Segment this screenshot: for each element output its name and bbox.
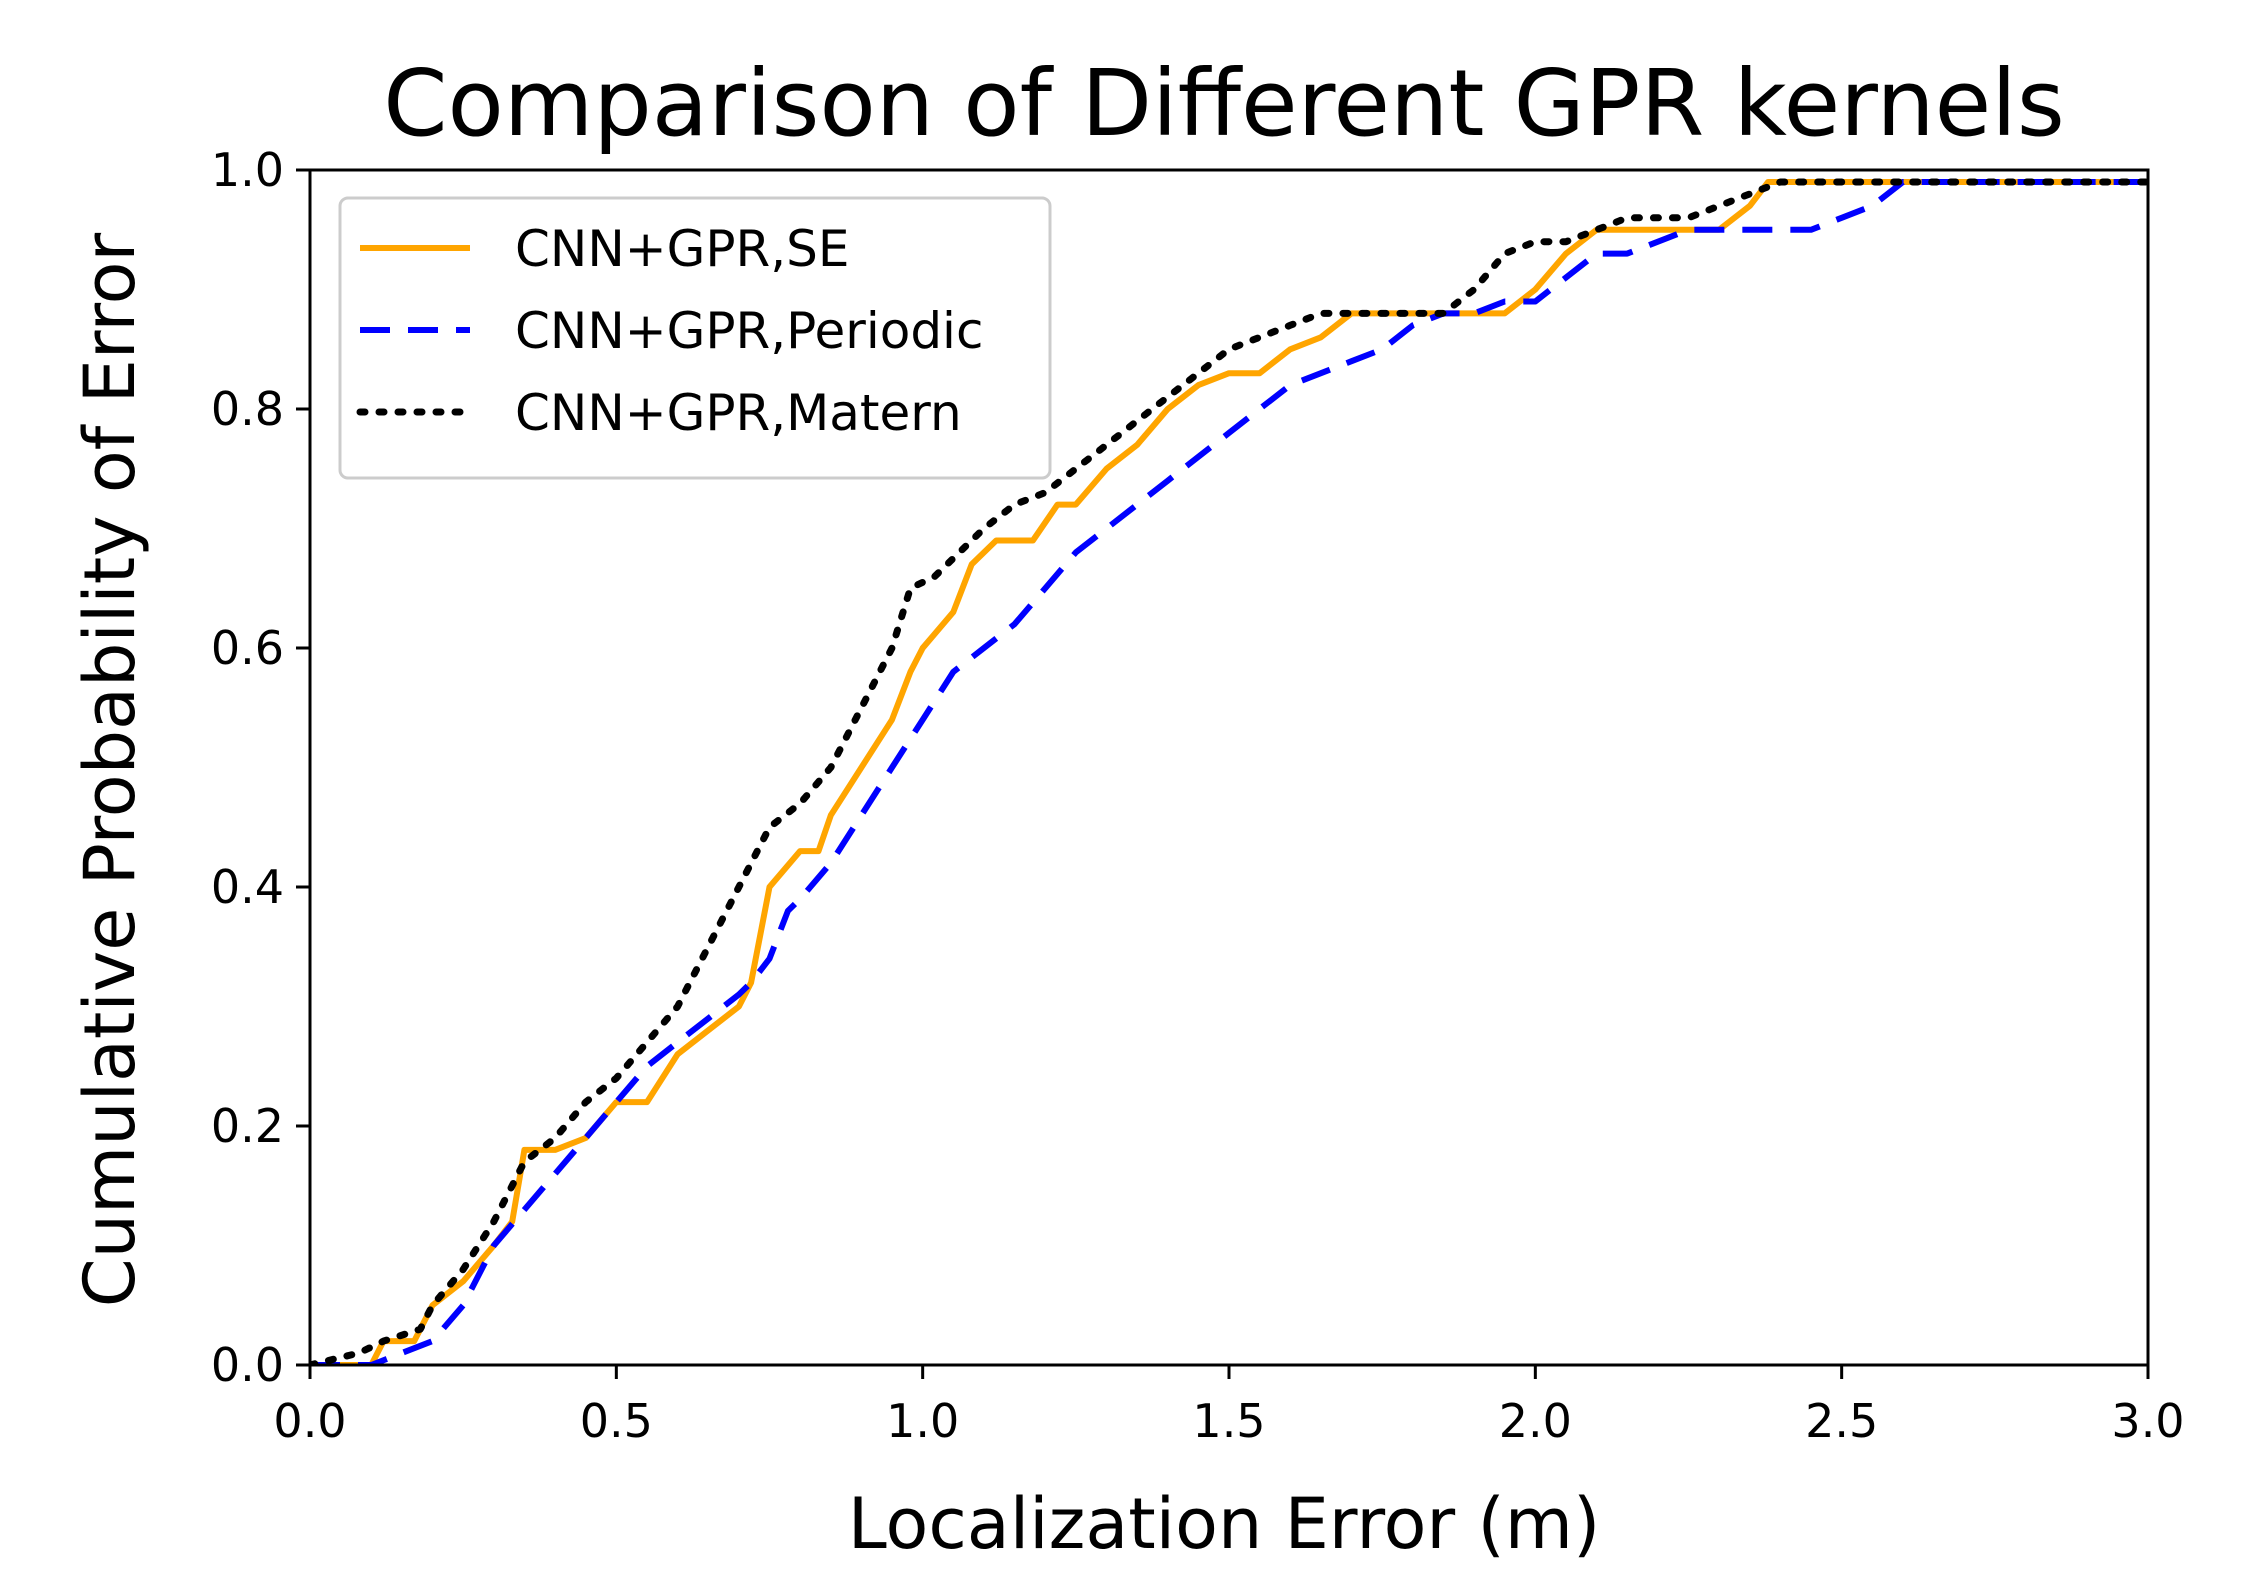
series-line-1 [310,179,2148,1365]
legend-box [338,196,1052,480]
series-line-2 [310,179,2148,1365]
chart-title: Comparison of Different GPR kernels [383,50,2065,157]
y-tick-label: 0.4 [211,860,284,914]
x-tick-label: 1.5 [1192,1394,1265,1448]
x-tick-label: 0.0 [273,1394,346,1448]
x-tick-label: 3.0 [2111,1394,2184,1448]
x-tick-label: 2.5 [1805,1394,1878,1448]
x-tick-label: 2.0 [1499,1394,1572,1448]
y-tick-label: 0.2 [211,1099,284,1153]
series-line-3 [310,178,2148,1365]
y-tick-label: 1.0 [211,143,284,197]
legend-label-1: CNN+GPR,SE [515,220,849,278]
y-tick-label: 0.6 [211,621,284,675]
x-axis-label: Localization Error (m) [848,1483,1601,1565]
y-tick-label: 0.0 [211,1338,284,1392]
x-tick-label: 0.5 [580,1394,653,1448]
plot-area: 0.0 0.5 1.0 1.5 2.0 2.5 3.0 0.0 0.2 0.4 0.6 0.8 1.0 [211,143,2185,1448]
legend: CNN+GPR,SE CNN+GPR,Periodic CNN+GPR,Matern [338,196,1052,480]
legend-label-3: CNN+GPR,Matern [515,384,962,442]
legend-label-2: CNN+GPR,Periodic [515,302,983,360]
x-tick-label: 1.0 [886,1394,959,1448]
y-axis-label: Cumulative Probability of Error [69,233,151,1308]
y-tick-label: 0.8 [211,382,284,436]
